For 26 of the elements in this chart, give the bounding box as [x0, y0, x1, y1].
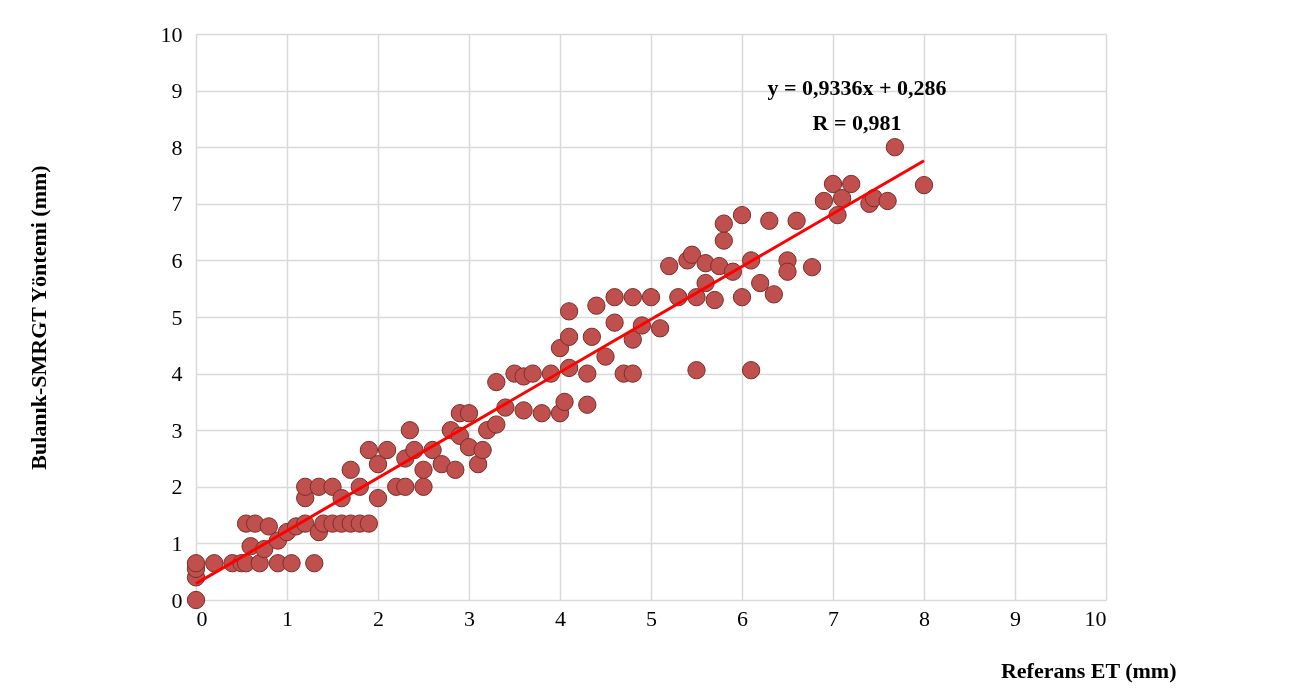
- x-tick-label: 1: [282, 605, 293, 631]
- x-tick-label: 0: [196, 605, 208, 631]
- y-tick-label: 2: [171, 474, 183, 500]
- y-tick-label: 8: [171, 134, 183, 160]
- x-tick-label: 6: [737, 605, 748, 631]
- x-tick-label: 3: [464, 605, 475, 631]
- y-tick-label: 3: [171, 417, 183, 443]
- y-tick-label: 0: [171, 587, 183, 613]
- x-tick-label: 8: [919, 605, 930, 631]
- y-tick-label: 1: [171, 530, 183, 556]
- x-tick-label: 4: [555, 605, 566, 631]
- x-tick-label: 7: [828, 605, 839, 631]
- y-tick-label: 5: [171, 304, 183, 330]
- annotation: R = 0,981: [812, 110, 902, 135]
- y-tick-label: 9: [171, 78, 183, 104]
- y-tick-label: 6: [171, 247, 183, 273]
- x-tick-label: 10: [1084, 605, 1107, 631]
- x-tick-label: 5: [646, 605, 657, 631]
- annotation: y = 0,9336x + 0,286: [767, 75, 947, 100]
- x-tick-label: 2: [373, 605, 384, 631]
- x-tick-label: 9: [1010, 605, 1021, 631]
- y-tick-label: 4: [171, 361, 183, 387]
- x-axis-title: Referans ET (mm): [1000, 657, 1177, 683]
- y-axis-title: Bulanık-SMRGT Yöntemi (mm): [25, 165, 51, 470]
- y-tick-label: 10: [160, 21, 183, 47]
- y-tick-label: 7: [171, 191, 183, 217]
